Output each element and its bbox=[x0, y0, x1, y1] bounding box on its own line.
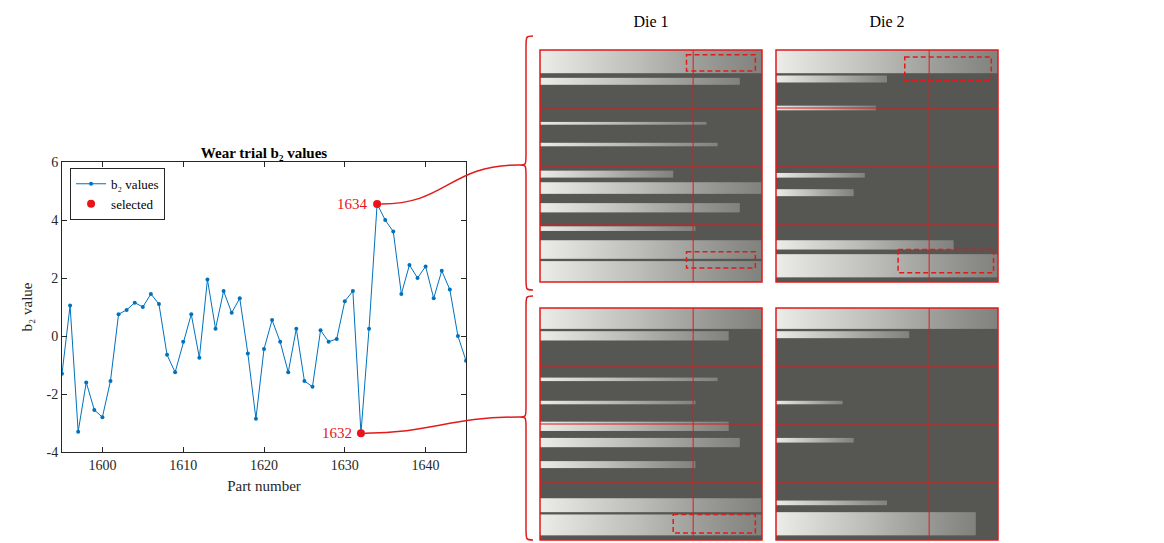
svg-text:1620: 1620 bbox=[250, 458, 278, 473]
svg-text:selected: selected bbox=[111, 197, 153, 212]
svg-text:-4: -4 bbox=[47, 445, 59, 460]
svg-text:-2: -2 bbox=[47, 387, 59, 402]
svg-text:Die 2: Die 2 bbox=[869, 13, 904, 30]
svg-text:4: 4 bbox=[51, 213, 58, 228]
svg-text:0: 0 bbox=[51, 329, 58, 344]
svg-text:b₂ values: b₂ values bbox=[111, 177, 159, 192]
svg-text:1600: 1600 bbox=[88, 458, 116, 473]
svg-text:1632: 1632 bbox=[322, 425, 352, 441]
svg-text:Die 1: Die 1 bbox=[633, 13, 668, 30]
svg-text:6: 6 bbox=[51, 155, 58, 170]
svg-text:Part number: Part number bbox=[227, 478, 301, 494]
svg-text:b₂ value: b₂ value bbox=[19, 282, 35, 331]
svg-text:2: 2 bbox=[51, 271, 58, 286]
svg-text:1640: 1640 bbox=[412, 458, 440, 473]
svg-text:1634: 1634 bbox=[337, 196, 368, 212]
svg-text:1610: 1610 bbox=[169, 458, 197, 473]
svg-text:Wear trial b₂ values: Wear trial b₂ values bbox=[201, 145, 327, 161]
svg-text:1630: 1630 bbox=[331, 458, 359, 473]
